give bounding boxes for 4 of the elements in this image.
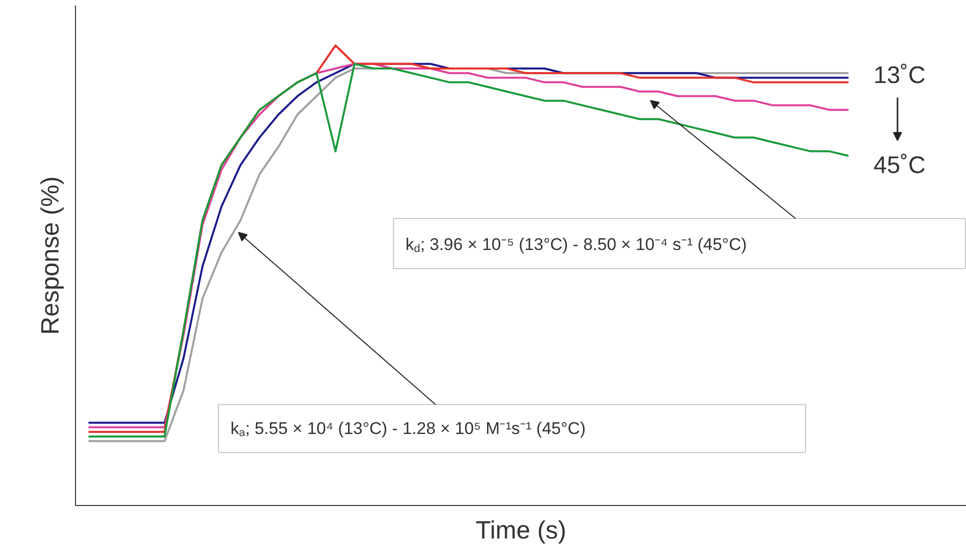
x-axis-title: Time (s) (476, 516, 566, 544)
y-axis-title: Response (%) (36, 176, 64, 335)
text: 45˚C (874, 152, 926, 179)
text: 13˚C (874, 62, 926, 89)
